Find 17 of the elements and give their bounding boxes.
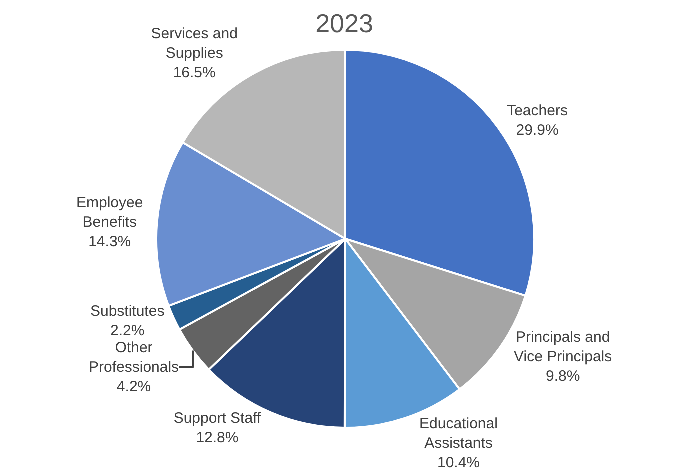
slice-label: Services and Supplies (151, 26, 238, 62)
data-label: 16.5% (173, 64, 216, 82)
slice-label: Teachers (507, 102, 568, 120)
slice-label: Educational Assistants (420, 415, 498, 452)
data-label: 29.9% (516, 122, 559, 140)
data-label: 10.4% (437, 454, 480, 472)
data-label: 4.2% (116, 378, 152, 396)
slice-label: Employee Benefits (76, 194, 144, 231)
slice-label: Support Staff (174, 410, 262, 427)
data-label: 9.8% (546, 368, 580, 386)
slice-label: Principals and Vice Principals (514, 329, 612, 366)
data-label: 14.3% (88, 234, 132, 250)
chart-title: 2023 (316, 8, 374, 38)
slice-label: Other Professionals (89, 339, 180, 376)
data-label: 2.2% (110, 322, 145, 340)
slice-label: Substitutes (90, 302, 165, 320)
data-label: 12.8% (196, 429, 239, 446)
